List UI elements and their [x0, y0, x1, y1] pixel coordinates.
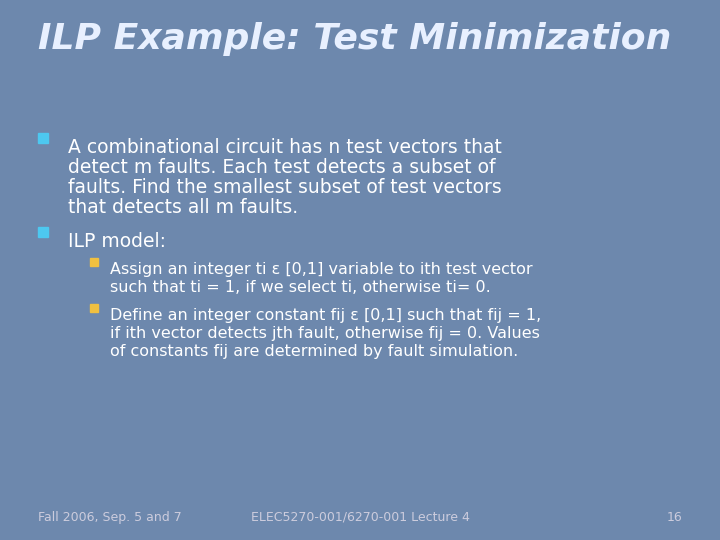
Bar — [38, 227, 48, 237]
Text: ELEC5270-001/6270-001 Lecture 4: ELEC5270-001/6270-001 Lecture 4 — [251, 511, 469, 524]
Text: Fall 2006, Sep. 5 and 7: Fall 2006, Sep. 5 and 7 — [38, 511, 181, 524]
Bar — [90, 258, 98, 266]
Text: such that ti = 1, if we select ti, otherwise ti= 0.: such that ti = 1, if we select ti, other… — [110, 280, 491, 295]
Text: faults. Find the smallest subset of test vectors: faults. Find the smallest subset of test… — [68, 178, 502, 197]
Bar — [38, 133, 48, 143]
Text: that detects all m faults.: that detects all m faults. — [68, 198, 298, 217]
Text: Assign an integer ti ε [0,1] variable to ith test vector: Assign an integer ti ε [0,1] variable to… — [110, 262, 533, 277]
Text: detect m faults. Each test detects a subset of: detect m faults. Each test detects a sub… — [68, 158, 495, 177]
Text: A combinational circuit has n test vectors that: A combinational circuit has n test vecto… — [68, 138, 502, 157]
Text: if ith vector detects jth fault, otherwise fij = 0. Values: if ith vector detects jth fault, otherwi… — [110, 326, 540, 341]
Text: of constants fij are determined by fault simulation.: of constants fij are determined by fault… — [110, 344, 518, 359]
Text: Define an integer constant fij ε [0,1] such that fij = 1,: Define an integer constant fij ε [0,1] s… — [110, 308, 541, 323]
Bar — [90, 304, 98, 312]
Text: ILP model:: ILP model: — [68, 232, 166, 251]
Text: ILP Example: Test Minimization: ILP Example: Test Minimization — [38, 22, 671, 56]
Text: 16: 16 — [666, 511, 682, 524]
